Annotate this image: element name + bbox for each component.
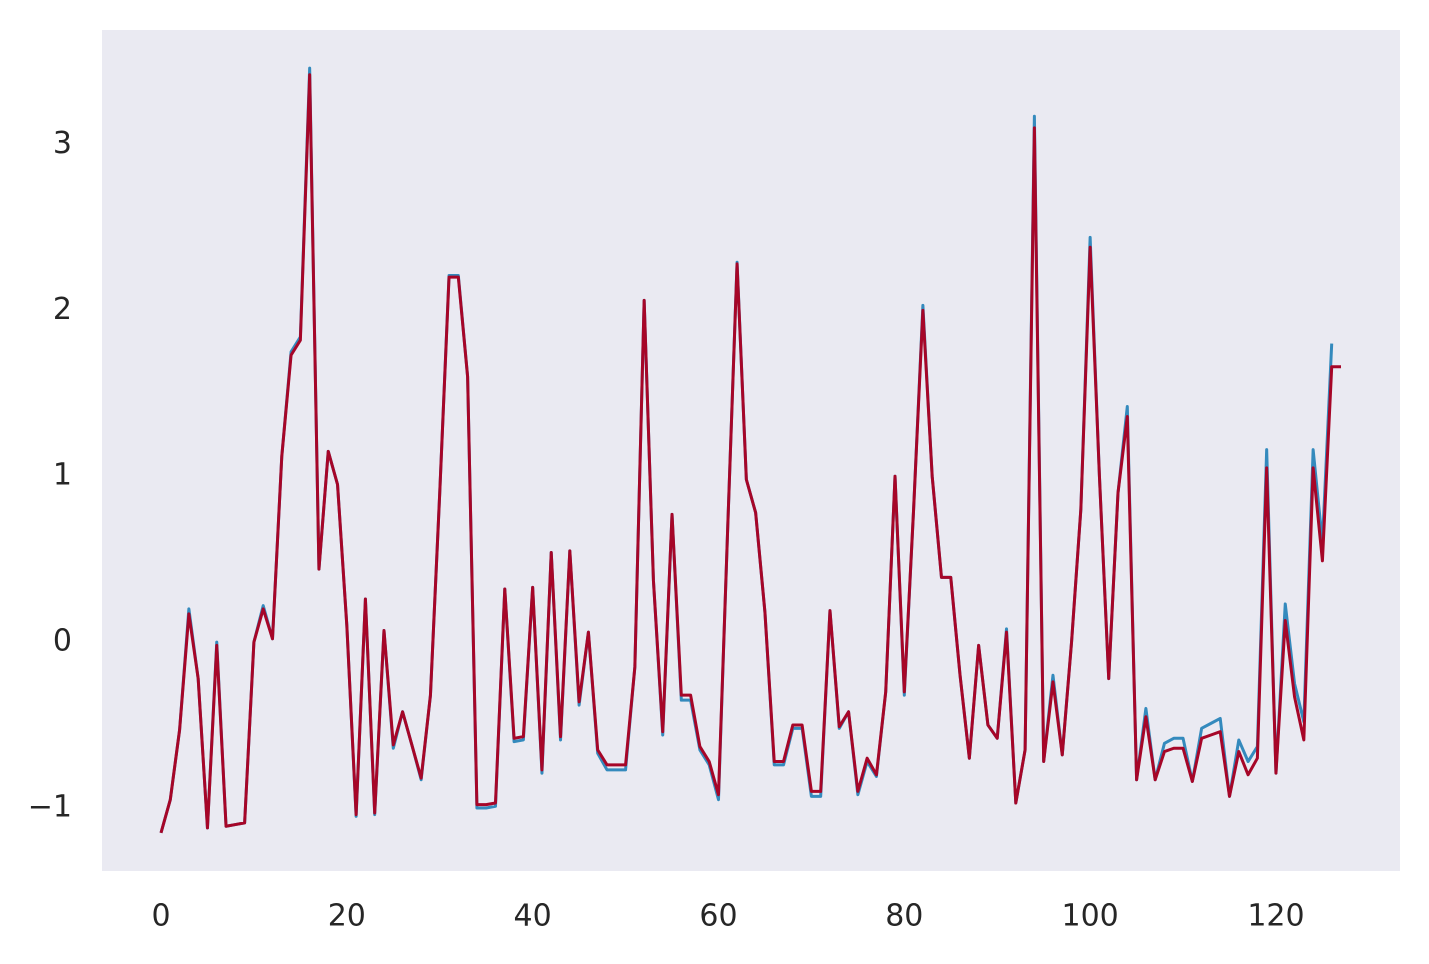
y-tick-label: 1	[53, 458, 72, 493]
x-tick-label: 100	[1062, 899, 1119, 934]
x-tick-label: 120	[1247, 899, 1304, 934]
x-tick-label: 40	[514, 899, 552, 934]
line-series	[159, 73, 1341, 834]
x-tick-label: 0	[151, 899, 170, 934]
x-tick-label: 20	[328, 899, 366, 934]
x-tick-label: 80	[885, 899, 923, 934]
y-tick-label: 2	[53, 292, 72, 327]
x-tick-label: 60	[699, 899, 737, 934]
y-tick-label: 0	[53, 624, 72, 659]
plot-area	[102, 30, 1400, 871]
y-tick-label: −1	[28, 789, 72, 824]
y-tick-label: 3	[53, 126, 72, 161]
